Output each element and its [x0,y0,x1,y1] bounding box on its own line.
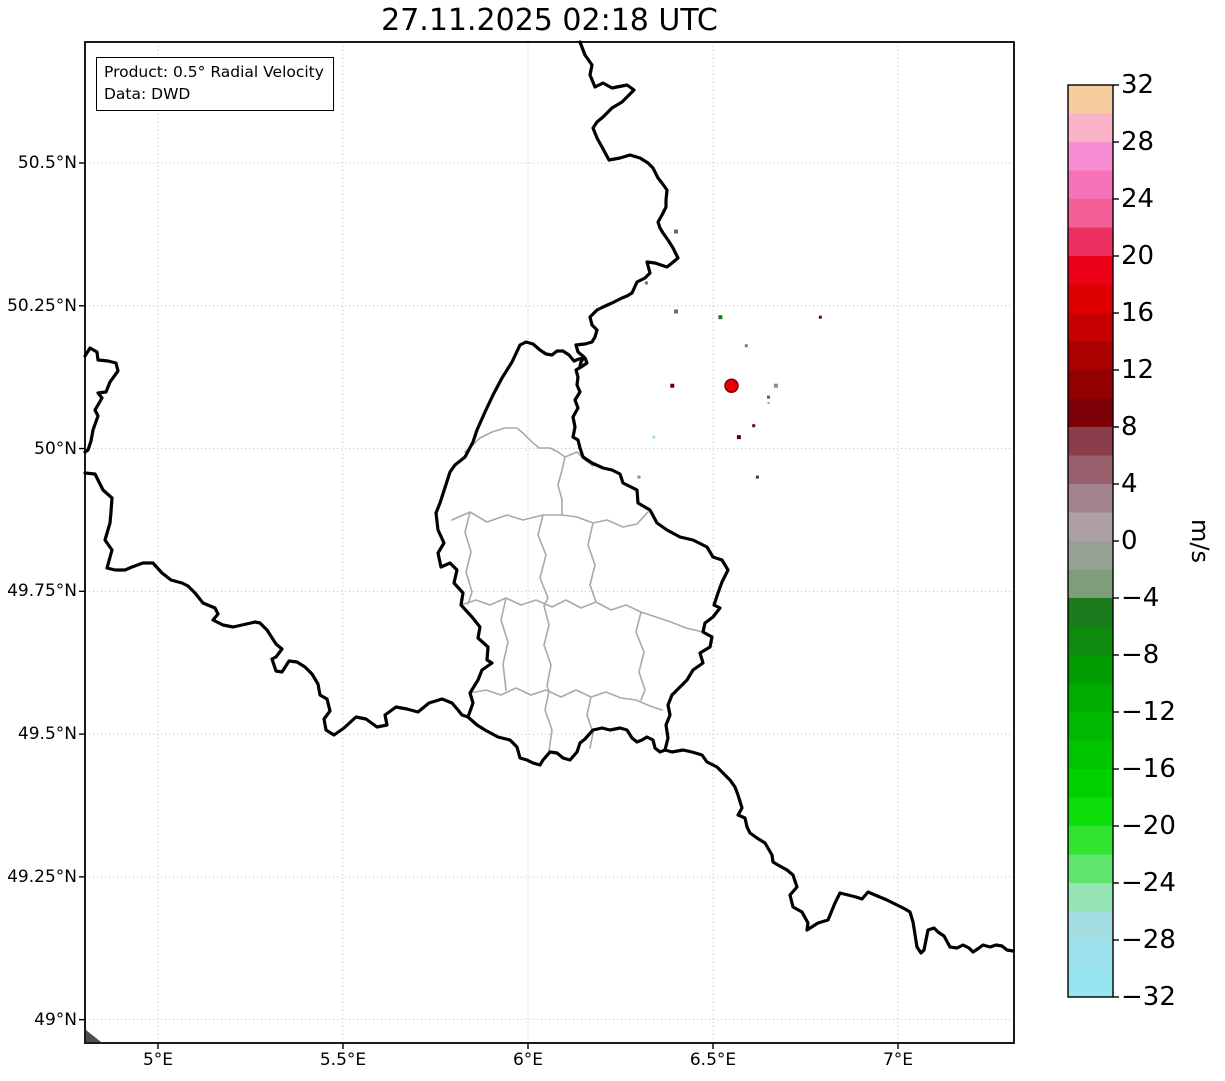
colorbar-tick-label: −12 [1121,697,1176,727]
y-tick-label: 49.5°N [17,724,77,745]
colorbar-tick-label: −32 [1121,982,1176,1012]
colorbar-tick-label: −24 [1121,868,1176,898]
y-tick-label: 50.25°N [7,295,77,316]
gridlines [85,42,1014,1043]
colorbar-tick-label: −8 [1121,640,1160,670]
colorbar-tick-label: −20 [1121,811,1176,841]
radar-echoes [637,229,822,479]
colorbar-tick-label: 12 [1121,355,1155,385]
colorbar-unit-label: m/s [1186,519,1214,563]
x-tick-label: 5°E [142,1050,174,1070]
y-tick-label: 49.25°N [7,866,77,887]
colorbar-tick-label: 8 [1121,412,1138,442]
x-tick-label: 6.5°E [689,1050,737,1070]
border-luxembourg [434,340,730,767]
radar-station-marker [724,378,739,393]
axis-tick-marks [79,162,899,1049]
plot-title: 27.11.2025 02:18 UTC [381,3,718,38]
plot-frame [84,41,1015,1044]
colorbar-tick-label: 32 [1121,70,1155,100]
y-tick-label: 49.75°N [7,581,77,602]
border-france-belgium [83,471,470,737]
info-product-line: Product: 0.5° Radial Velocity [104,63,324,81]
info-data-line: Data: DWD [104,85,191,103]
colorbar-tick-label: 4 [1121,469,1138,499]
border-fragment-west [83,346,120,454]
colorbar-tick-label: 16 [1121,298,1155,328]
colorbar-tick-label: 24 [1121,184,1155,214]
border-corner-fragment [86,1030,101,1042]
y-tick-label: 50°N [34,438,77,459]
colorbar-tick-label: 20 [1121,241,1155,271]
x-tick-label: 6°E [512,1050,544,1070]
canton-borders [451,427,704,752]
colorbar-tick-label: −16 [1121,754,1176,784]
info-box: Product: 0.5° Radial Velocity Data: DWD [96,57,334,111]
colorbar-tick-label: 28 [1121,127,1155,157]
colorbar-tick-label: 0 [1121,526,1138,556]
x-tick-label: 5.5°E [319,1050,367,1070]
border-france-germany [663,748,1015,955]
colorbar-tick-label: −28 [1121,925,1176,955]
colorbar [1067,84,1119,998]
y-tick-label: 50.5°N [17,153,77,173]
colorbar-tick-label: −4 [1121,583,1160,613]
y-tick-label: 49°N [34,1009,77,1030]
border-belgium-germany [574,40,680,368]
x-tick-label: 7°E [882,1050,914,1070]
